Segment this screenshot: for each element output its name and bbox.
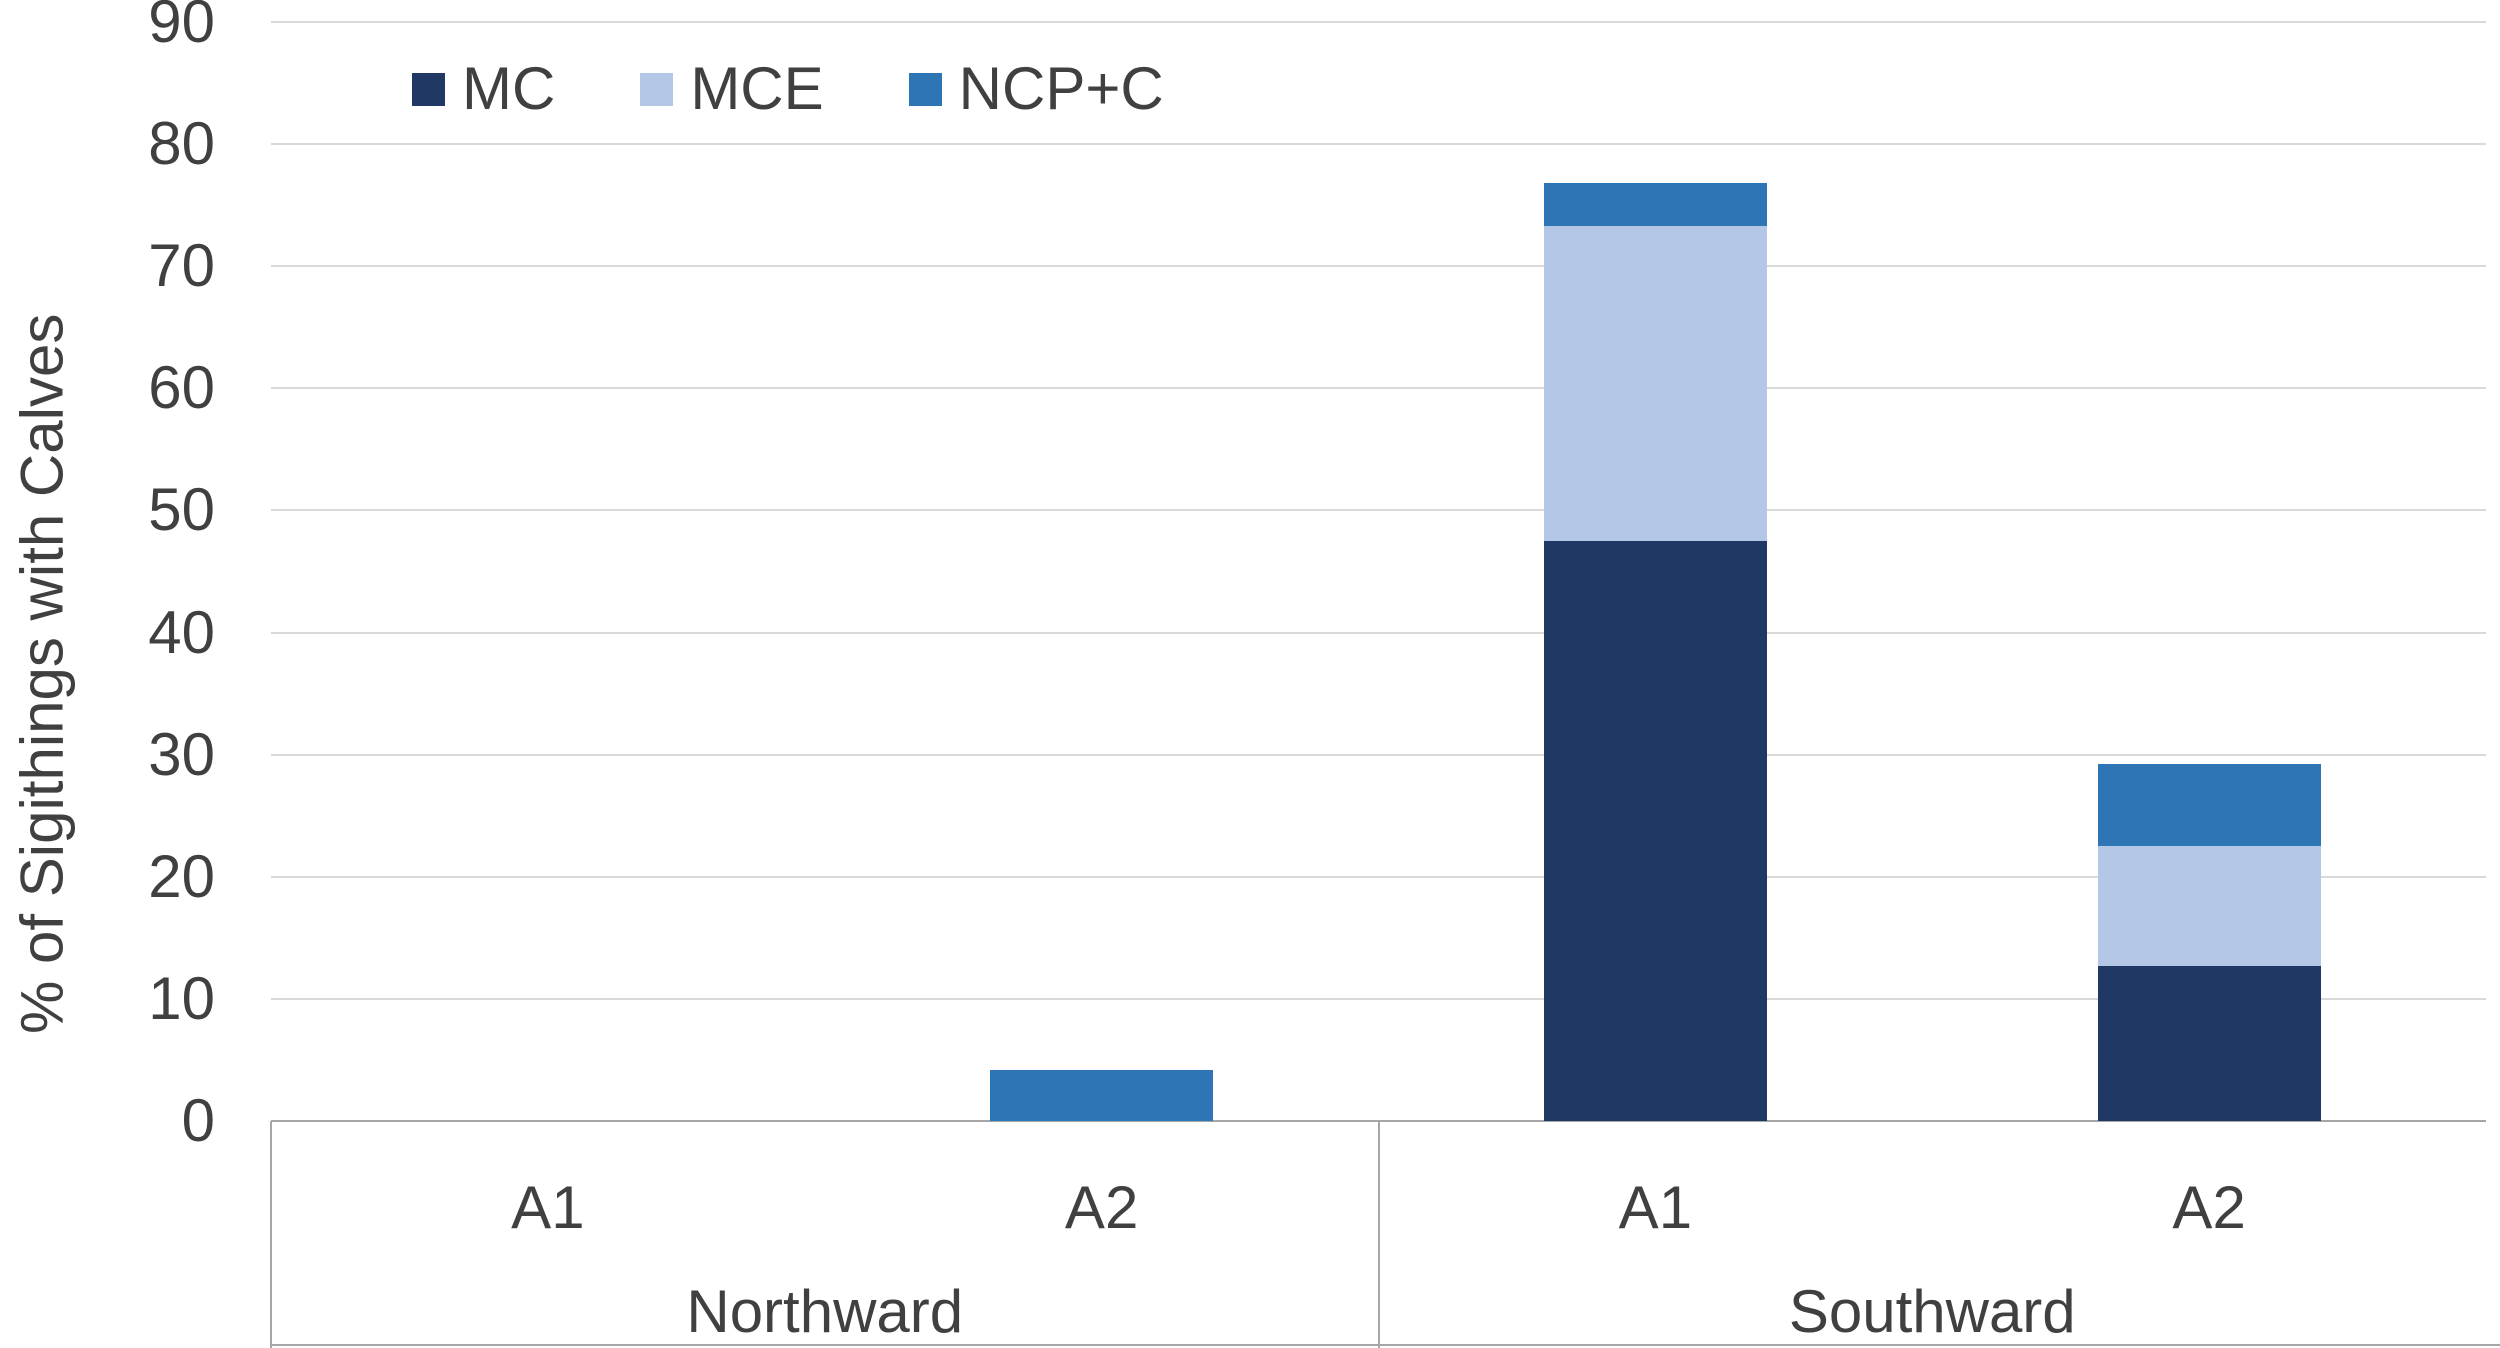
legend-swatch-ncp-c [908, 72, 942, 106]
y-tick-label: 20 [148, 842, 215, 910]
legend-label: MCE [690, 55, 824, 122]
gridline [271, 631, 2486, 634]
axis-group-divider [270, 1121, 272, 1348]
gridline [271, 143, 2486, 146]
legend-item: MC [412, 58, 555, 120]
gridline [271, 875, 2486, 878]
category-label: A1 [511, 1174, 585, 1241]
y-tick-label: 10 [148, 964, 215, 1032]
gridline [271, 509, 2486, 512]
gridline [271, 997, 2486, 1000]
y-tick-label: 70 [148, 232, 215, 300]
gridline [271, 21, 2486, 23]
legend-swatch-mce [640, 72, 674, 106]
bar-segment-ncp-c [2097, 764, 2321, 847]
y-tick-label: 0 [181, 1087, 215, 1154]
category-label: A1 [1618, 1174, 1693, 1241]
y-tick-label: 30 [148, 720, 215, 788]
axis-bottom-line [271, 1344, 2500, 1346]
y-tick-label: 50 [148, 476, 215, 544]
legend-label: MC [462, 55, 556, 122]
gridline [271, 265, 2486, 268]
y-tick-label: 80 [148, 110, 215, 178]
y-tick-label: 90 [148, 0, 215, 55]
category-label: A2 [2172, 1174, 2246, 1241]
bar-segment-mc [1543, 540, 1767, 1121]
category-label: A2 [1064, 1174, 1139, 1241]
bar-segment-ncp-c [1543, 183, 1767, 226]
group-label: Southward [1788, 1278, 2076, 1345]
legend-item: MCE [640, 55, 824, 122]
legend-item: NCP+C [908, 55, 1164, 122]
legend: MC MCE NCP+C [412, 58, 1164, 120]
gridline [271, 387, 2486, 390]
bar-segment-mce [2097, 846, 2321, 966]
gridline [271, 753, 2486, 756]
bar-segment-ncp-c [990, 1069, 1214, 1121]
bar-segment-mce [1543, 225, 1767, 541]
y-tick-label: 40 [148, 598, 215, 666]
axis-group-divider [1377, 1121, 1380, 1348]
group-label: Northward [686, 1278, 964, 1345]
bar-segment-mc [2097, 965, 2321, 1121]
y-tick-label: 60 [148, 354, 215, 422]
legend-label: NCP+C [958, 55, 1164, 122]
legend-swatch-mc [412, 72, 445, 106]
